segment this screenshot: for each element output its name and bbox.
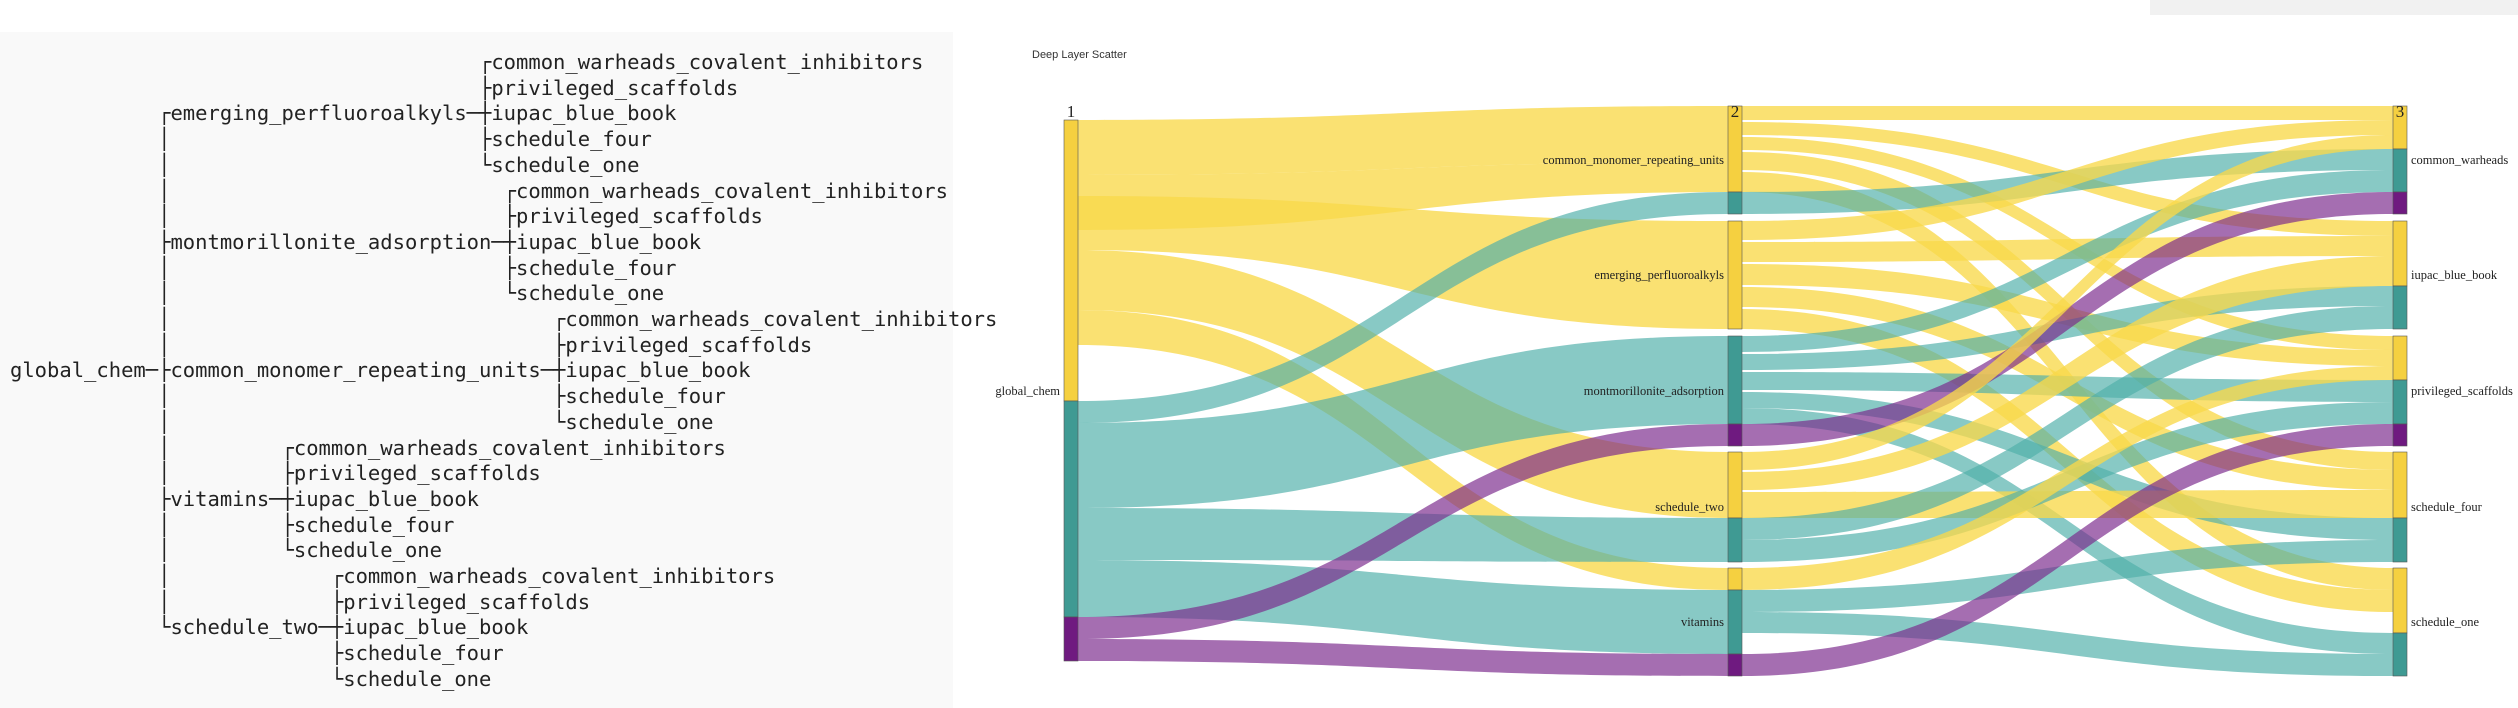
node-stage2 [1727,567,1743,591]
sankey-link [1742,170,2393,352]
node-stage3 [2392,220,2408,287]
sankey-link [1742,540,2393,612]
sankey-link [1742,612,2393,676]
node-label-stage3: iupac_blue_book [2411,268,2498,282]
node-label-stage2: schedule_two [1655,500,1724,514]
sankey-diagram: 1 2 3 global_chem common_monomer_repeating_u… [995,102,2513,677]
sankey-link [1742,424,2393,676]
sankey-link [1078,106,1728,175]
node-label-global-chem: global_chem [995,384,1060,398]
node-stage3 [2392,148,2408,193]
sankey-nodes [1063,105,2408,677]
sankey-link [1078,560,1728,654]
sankey-links [1078,106,2393,676]
node-global-chem [1063,616,1079,662]
node-label-stage3: schedule_four [2411,500,2483,514]
sankey-link [1742,192,2393,446]
node-label-stage3: privileged_scaffolds [2411,384,2513,398]
node-stage2 [1727,220,1743,330]
sankey-link [1078,424,1728,639]
top-strip-2 [465,0,2150,32]
node-stage2 [1727,653,1743,677]
node-stage2 [1727,451,1743,519]
sankey-link [1078,336,1728,508]
sankey-link [1742,236,2393,262]
sankey-title: Deep Layer Scatter [1032,49,1127,61]
node-stage2 [1727,589,1743,655]
stage-label: 2 [1731,102,1740,121]
sankey-link [1742,366,2393,590]
node-stage2 [1727,191,1743,215]
tree-panel: ┌common_warheads_covalent_inhibitors ├pr… [0,32,997,708]
node-stage2 [1727,423,1743,447]
node-stage3 [2392,191,2408,215]
node-stage2 [1727,517,1743,563]
node-stage3 [2392,567,2408,634]
node-stage2 [1727,335,1743,425]
sankey-labels: 1 2 3 global_chem common_monomer_repeating_u… [995,102,2513,629]
top-strip [0,0,465,32]
node-label-stage3: schedule_one [2411,615,2479,629]
node-stage3 [2392,451,2408,519]
node-stage3 [2392,423,2408,447]
top-right-strip [2150,0,2518,15]
sankey-link [1742,135,2393,470]
node-label-stage2: emerging_perfluoroalkyls [1594,268,1724,282]
node-stage3 [2392,517,2408,563]
sankey-link [1742,120,2393,240]
sankey-link [1742,408,2393,654]
sankey-link [1742,256,2393,490]
stage-label: 1 [1067,102,1076,121]
node-label-stage3: common_warheads [2411,153,2508,167]
node-global-chem [1063,400,1079,618]
node-label-stage2: montmorillonite_adsorption [1584,384,1725,398]
sankey-link [1078,639,1728,676]
sankey-link [1742,306,2393,540]
node-label-stage2: vitamins [1681,615,1724,629]
node-stage3 [2392,379,2408,425]
node-stage3 [2392,632,2408,677]
stage-label: 3 [2396,102,2405,121]
sankey-link [1078,192,1728,423]
node-global-chem [1063,119,1079,402]
node-stage3 [2392,335,2408,381]
sankey-link [1742,392,2393,540]
tree-text: ┌common_warheads_covalent_inhibitors ├pr… [10,50,998,691]
sankey-link [1742,106,2393,120]
node-label-stage2: common_monomer_repeating_units [1543,153,1724,167]
node-stage3 [2392,285,2408,330]
